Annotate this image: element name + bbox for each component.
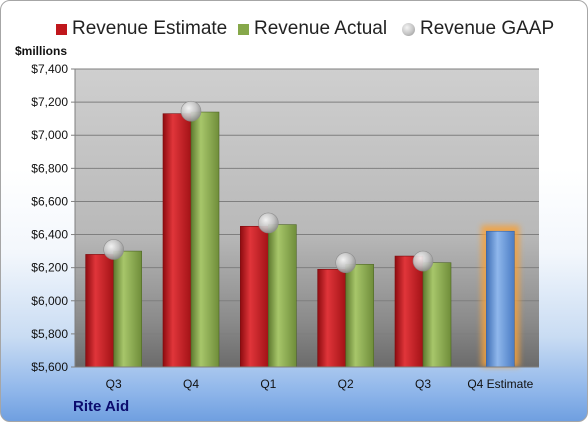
- y-tick-label: $6,800: [31, 161, 68, 175]
- legend-item-actual: Revenue Actual: [238, 15, 387, 43]
- bar-actual: [268, 224, 297, 368]
- bar-actual: [190, 111, 220, 368]
- marker-gaap: [103, 239, 124, 260]
- bar-forecast: [486, 230, 515, 368]
- bar-actual: [345, 264, 374, 368]
- y-tick-label: $5,600: [31, 360, 68, 374]
- legend-label-actual: Revenue Actual: [254, 18, 388, 39]
- marker-gaap: [180, 100, 202, 122]
- x-tick-label: Q4 Estimate: [467, 377, 533, 391]
- bar-estimate: [317, 269, 346, 368]
- legend: Revenue Estimate Revenue Actual Revenue …: [1, 15, 587, 43]
- marker-gaap: [335, 252, 356, 274]
- plot-area: [75, 69, 539, 367]
- legend-label-estimate: Revenue Estimate: [72, 18, 228, 39]
- bar-actual: [422, 262, 452, 368]
- legend-swatch-estimate: [56, 23, 67, 35]
- y-tick-label: $6,200: [31, 261, 68, 275]
- y-tick-label: $7,200: [31, 95, 68, 109]
- legend-item-gaap: Revenue GAAP: [402, 15, 554, 43]
- y-tick-label: $5,800: [31, 327, 68, 341]
- x-tick-label: Q1: [260, 377, 276, 391]
- y-tick-label: $6,600: [31, 194, 68, 208]
- bar-estimate: [240, 225, 269, 368]
- legend-marker-gaap: [402, 22, 415, 36]
- bar-estimate: [162, 113, 192, 368]
- y-tick-label: $7,000: [31, 128, 68, 142]
- marker-gaap: [258, 212, 279, 234]
- x-tick-label: Q3: [106, 377, 122, 391]
- y-tick-label: $6,000: [31, 294, 68, 308]
- legend-label-gaap: Revenue GAAP: [420, 18, 555, 39]
- y-axis-unit-label: $millions: [15, 44, 68, 58]
- legend-item-estimate: Revenue Estimate: [56, 15, 227, 43]
- y-tick-label: $7,400: [31, 62, 68, 76]
- x-tick-label: Q3: [415, 377, 431, 391]
- bar-estimate: [394, 255, 424, 368]
- marker-gaap: [412, 250, 434, 272]
- x-tick-label: Q2: [338, 377, 354, 391]
- legend-swatch-actual: [238, 23, 249, 35]
- y-tick-label: $6,400: [31, 228, 68, 242]
- bar-actual: [113, 250, 142, 368]
- x-tick-label: Q4: [183, 377, 199, 391]
- bar-estimate: [85, 254, 114, 368]
- company-name: Rite Aid: [73, 398, 130, 415]
